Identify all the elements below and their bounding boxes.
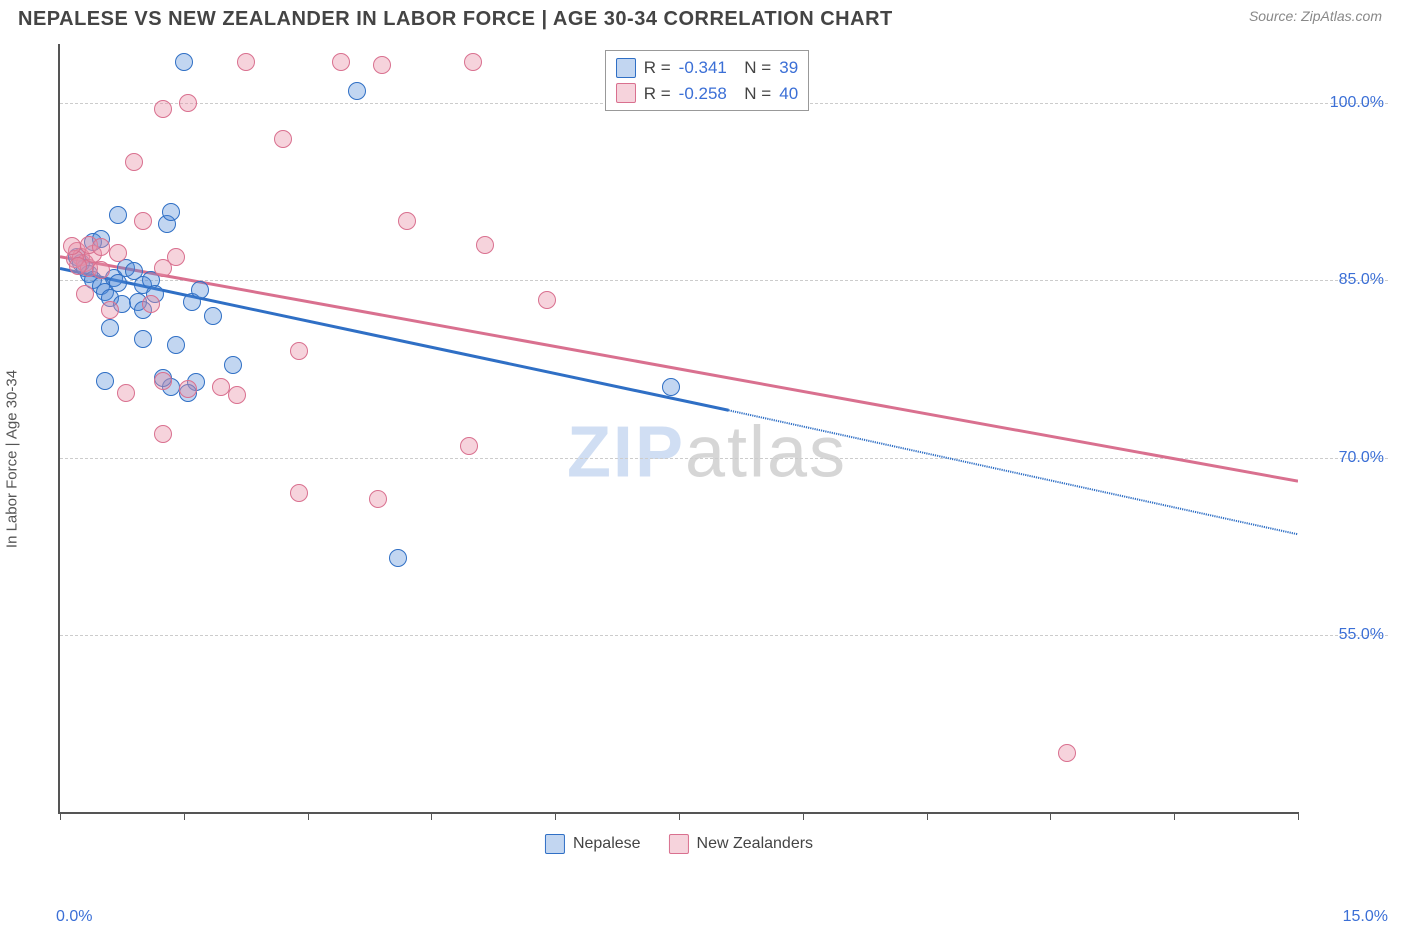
stats-row-nz: R = -0.258 N = 40 bbox=[616, 81, 798, 107]
scatter-point-nz bbox=[167, 248, 185, 266]
scatter-point-nz bbox=[373, 56, 391, 74]
scatter-point-nz bbox=[134, 212, 152, 230]
r-value: -0.341 bbox=[679, 55, 727, 81]
x-tick bbox=[803, 812, 804, 820]
scatter-point-nz bbox=[76, 285, 94, 303]
r-label: R = bbox=[644, 55, 671, 81]
n-label: N = bbox=[735, 55, 771, 81]
y-tick-label: 100.0% bbox=[1304, 94, 1384, 112]
scatter-point-nz bbox=[290, 484, 308, 502]
scatter-point-nepalese bbox=[389, 549, 407, 567]
scatter-point-nz bbox=[179, 380, 197, 398]
gridline bbox=[60, 458, 1388, 459]
scatter-point-nz bbox=[290, 342, 308, 360]
y-tick-label: 55.0% bbox=[1304, 626, 1384, 644]
scatter-point-nepalese bbox=[134, 330, 152, 348]
x-tick bbox=[1174, 812, 1175, 820]
scatter-point-nz bbox=[179, 94, 197, 112]
x-tick bbox=[927, 812, 928, 820]
scatter-point-nz bbox=[109, 244, 127, 262]
r-label: R = bbox=[644, 81, 671, 107]
x-max-label: 15.0% bbox=[1343, 908, 1388, 926]
swatch-icon bbox=[545, 834, 565, 854]
trend-lines bbox=[60, 44, 1298, 812]
y-tick-label: 85.0% bbox=[1304, 271, 1384, 289]
scatter-point-nz bbox=[69, 257, 87, 275]
x-tick bbox=[60, 812, 61, 820]
n-value: 40 bbox=[779, 81, 798, 107]
scatter-point-nz bbox=[476, 236, 494, 254]
x-tick bbox=[555, 812, 556, 820]
source-label: Source: ZipAtlas.com bbox=[1249, 8, 1382, 24]
scatter-point-nz bbox=[125, 153, 143, 171]
stats-legend: R = -0.341 N = 39R = -0.258 N = 40 bbox=[605, 50, 809, 111]
scatter-point-nepalese bbox=[162, 203, 180, 221]
x-min-label: 0.0% bbox=[56, 908, 92, 926]
scatter-point-nepalese bbox=[96, 372, 114, 390]
series-legend: Nepalese New Zealanders bbox=[545, 834, 813, 854]
scatter-point-nz bbox=[228, 386, 246, 404]
chart-container: In Labor Force | Age 30-34 ZIPatlas 100.… bbox=[18, 44, 1388, 874]
scatter-point-nepalese bbox=[348, 82, 366, 100]
scatter-point-nz bbox=[464, 53, 482, 71]
swatch-icon bbox=[616, 58, 636, 78]
scatter-point-nz bbox=[1058, 744, 1076, 762]
x-tick bbox=[1050, 812, 1051, 820]
y-tick-label: 70.0% bbox=[1304, 449, 1384, 467]
scatter-point-nz bbox=[154, 372, 172, 390]
scatter-point-nz bbox=[101, 301, 119, 319]
scatter-point-nz bbox=[460, 437, 478, 455]
scatter-point-nz bbox=[369, 490, 387, 508]
gridline bbox=[60, 280, 1388, 281]
scatter-point-nepalese bbox=[204, 307, 222, 325]
scatter-point-nepalese bbox=[101, 319, 119, 337]
x-tick bbox=[431, 812, 432, 820]
plot-area: ZIPatlas 100.0%85.0%70.0%55.0%R = -0.341… bbox=[58, 44, 1298, 814]
scatter-point-nepalese bbox=[224, 356, 242, 374]
scatter-point-nepalese bbox=[109, 206, 127, 224]
scatter-point-nepalese bbox=[175, 53, 193, 71]
x-tick bbox=[1298, 812, 1299, 820]
scatter-point-nz bbox=[154, 100, 172, 118]
gridline bbox=[60, 635, 1388, 636]
legend-label: Nepalese bbox=[573, 835, 641, 853]
r-value: -0.258 bbox=[679, 81, 727, 107]
scatter-point-nz bbox=[92, 261, 110, 279]
scatter-point-nz bbox=[92, 238, 110, 256]
scatter-point-nepalese bbox=[167, 336, 185, 354]
x-tick bbox=[308, 812, 309, 820]
n-label: N = bbox=[735, 81, 771, 107]
stats-row-nepalese: R = -0.341 N = 39 bbox=[616, 55, 798, 81]
y-axis-label: In Labor Force | Age 30-34 bbox=[4, 370, 21, 548]
chart-title: NEPALESE VS NEW ZEALANDER IN LABOR FORCE… bbox=[18, 8, 893, 31]
watermark: ZIPatlas bbox=[567, 412, 847, 494]
swatch-icon bbox=[616, 83, 636, 103]
x-tick bbox=[679, 812, 680, 820]
scatter-point-nz bbox=[332, 53, 350, 71]
scatter-point-nz bbox=[63, 237, 81, 255]
scatter-point-nz bbox=[538, 291, 556, 309]
scatter-point-nz bbox=[142, 295, 160, 313]
legend-item-nepalese: Nepalese bbox=[545, 834, 641, 854]
scatter-point-nz bbox=[154, 425, 172, 443]
watermark-b: atlas bbox=[685, 413, 847, 493]
scatter-point-nz bbox=[212, 378, 230, 396]
scatter-point-nz bbox=[117, 384, 135, 402]
legend-label: New Zealanders bbox=[697, 835, 814, 853]
watermark-a: ZIP bbox=[567, 413, 685, 493]
scatter-point-nz bbox=[274, 130, 292, 148]
swatch-icon bbox=[669, 834, 689, 854]
legend-item-nz: New Zealanders bbox=[669, 834, 814, 854]
scatter-point-nepalese bbox=[191, 281, 209, 299]
scatter-point-nepalese bbox=[662, 378, 680, 396]
scatter-point-nz bbox=[398, 212, 416, 230]
scatter-point-nz bbox=[237, 53, 255, 71]
x-tick bbox=[184, 812, 185, 820]
n-value: 39 bbox=[779, 55, 798, 81]
